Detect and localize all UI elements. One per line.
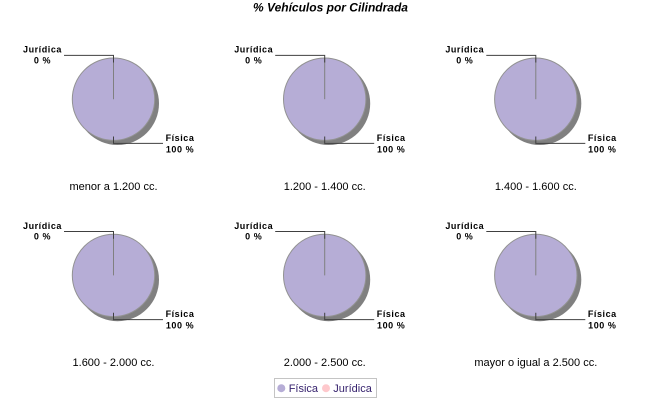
svg-text:0 %: 0 %: [456, 232, 473, 242]
svg-text:mayor o igual a 2.500 cc.: mayor o igual a 2.500 cc.: [474, 357, 597, 369]
svg-text:Jurídica: Jurídica: [234, 45, 273, 55]
svg-text:1.200 - 1.400 cc.: 1.200 - 1.400 cc.: [284, 181, 366, 193]
svg-text:Jurídica: Jurídica: [234, 221, 273, 231]
svg-text:100 %: 100 %: [166, 144, 194, 154]
svg-text:Jurídica: Jurídica: [333, 383, 372, 395]
svg-text:1.400 - 1.600 cc.: 1.400 - 1.600 cc.: [495, 181, 577, 193]
svg-text:Física: Física: [166, 133, 195, 143]
svg-text:0 %: 0 %: [245, 232, 262, 242]
svg-text:100 %: 100 %: [377, 144, 405, 154]
svg-text:Física: Física: [289, 383, 319, 395]
svg-text:0 %: 0 %: [456, 56, 473, 66]
svg-text:Jurídica: Jurídica: [23, 45, 62, 55]
svg-text:Física: Física: [377, 133, 406, 143]
svg-text:Física: Física: [588, 133, 617, 143]
svg-text:100 %: 100 %: [377, 321, 405, 331]
svg-text:Jurídica: Jurídica: [445, 221, 484, 231]
svg-text:Física: Física: [377, 309, 406, 319]
svg-text:0 %: 0 %: [34, 56, 51, 66]
svg-text:2.000 - 2.500 cc.: 2.000 - 2.500 cc.: [284, 357, 366, 369]
svg-text:Jurídica: Jurídica: [445, 45, 484, 55]
svg-text:100 %: 100 %: [588, 321, 616, 331]
svg-text:Física: Física: [166, 309, 195, 319]
svg-text:0 %: 0 %: [245, 56, 262, 66]
svg-text:100 %: 100 %: [588, 144, 616, 154]
svg-text:0 %: 0 %: [34, 232, 51, 242]
svg-text:1.600 - 2.000 cc.: 1.600 - 2.000 cc.: [73, 357, 155, 369]
svg-text:% Vehículos por Cilindrada: % Vehículos por Cilindrada: [253, 1, 408, 15]
svg-text:Física: Física: [588, 309, 617, 319]
svg-text:100 %: 100 %: [166, 321, 194, 331]
svg-text:menor a 1.200 cc.: menor a 1.200 cc.: [69, 181, 157, 193]
svg-text:Jurídica: Jurídica: [23, 221, 62, 231]
